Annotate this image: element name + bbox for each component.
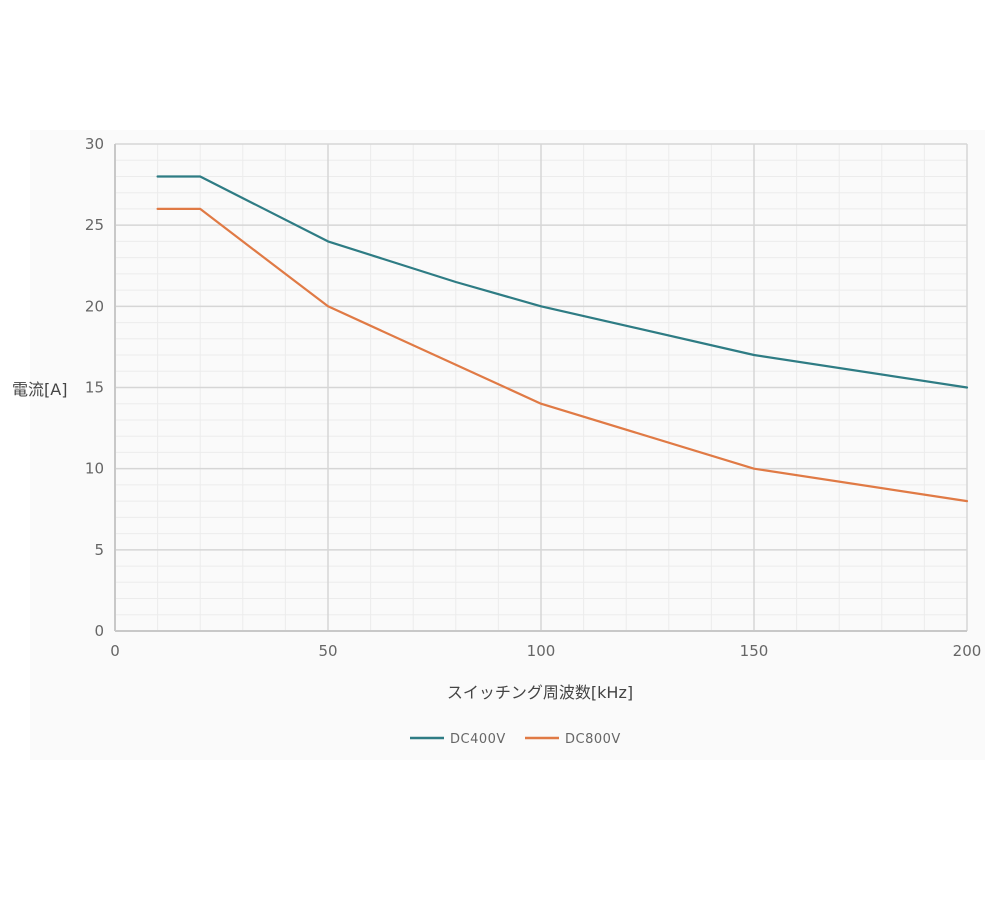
axes: 0 5 10 15 20 25 30 0 50 100 150 200 [85,135,981,660]
x-tick-label: 150 [740,642,769,660]
y-axis-title: 電流[A] [12,380,67,399]
x-tick-label: 100 [527,642,556,660]
y-tick-label: 20 [85,297,104,315]
legend-item-dc400v: DC400V [410,732,506,747]
y-tick-label: 15 [85,379,104,397]
x-tick-label: 200 [953,642,982,660]
legend-item-dc800v: DC800V [525,732,621,747]
series-group [156,175,969,503]
y-tick-label: 5 [94,541,104,559]
legend-label: DC400V [450,732,506,747]
y-tick-label: 10 [85,460,104,478]
chart-panel [30,130,985,760]
x-axis-title: スイッチング周波数[kHz] [447,683,633,702]
series-line-dc400v [156,175,969,389]
y-tick-label: 0 [94,622,104,640]
series-line-dc800v [156,207,969,503]
y-tick-label: 30 [85,135,104,153]
x-tick-label: 0 [110,642,120,660]
x-tick-label: 50 [318,642,337,660]
legend-label: DC800V [565,732,621,747]
y-tick-label: 25 [85,216,104,234]
grid [114,143,968,632]
legend: DC400V DC800V [410,732,621,747]
